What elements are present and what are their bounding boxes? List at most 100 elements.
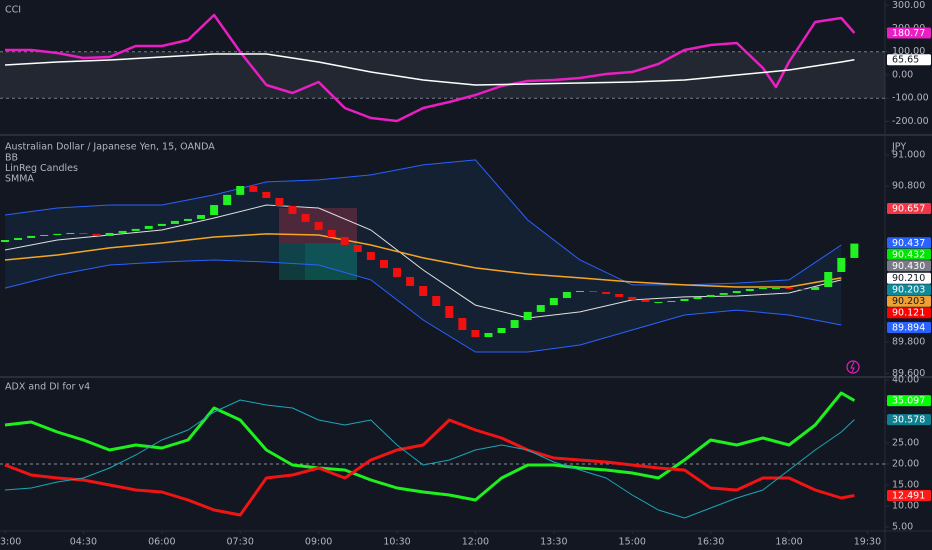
price-tag-label: 89.894 (892, 323, 925, 334)
y-tick-label: -100.00 (892, 93, 929, 104)
price-tag-label: 90.203 (892, 296, 925, 307)
alert-icon[interactable] (846, 360, 860, 374)
candle-body (824, 271, 833, 287)
candle-body (523, 311, 532, 321)
candle-body (301, 213, 310, 222)
indicator-line (4, 399, 855, 519)
x-tick-label: 06:00 (148, 537, 175, 548)
candle-body (667, 301, 676, 303)
price-tag (887, 202, 931, 214)
price-tag-label: 30.578 (892, 415, 925, 426)
candle-body (602, 291, 611, 294)
candle-body (223, 194, 232, 206)
x-tick-label: 04:30 (70, 537, 97, 548)
price-tag (887, 27, 931, 39)
price-tag (887, 307, 931, 319)
candle-body (249, 185, 258, 192)
price-tag (887, 284, 931, 296)
x-tick-label: 15:00 (619, 537, 646, 548)
candle-body (785, 288, 794, 290)
candle-body (445, 305, 454, 319)
candle-body (314, 221, 323, 231)
y-tick-label: 20.00 (892, 459, 919, 470)
candle-body (262, 191, 271, 199)
candle-body (771, 288, 780, 290)
candle-body (353, 244, 362, 253)
candle-body (497, 328, 506, 333)
x-tick-label: 13:30 (540, 537, 567, 548)
candle-body (432, 296, 441, 306)
candle-body (641, 299, 650, 302)
price-tag (887, 490, 931, 502)
indicator-line (5, 13, 856, 123)
x-tick-label: 07:30 (227, 537, 254, 548)
candle-body (615, 293, 624, 297)
price-tag-label: 90.430 (892, 261, 925, 272)
candle-body (719, 293, 728, 295)
y-tick-label: 5.00 (892, 522, 913, 533)
candle-body (589, 291, 598, 293)
pane: 91.000 90.800 89.800 89.600 Australian Dolla… (1, 142, 931, 379)
legend-entry: BB (5, 153, 18, 164)
candle-body (14, 237, 23, 240)
candle-body (92, 233, 101, 236)
candle-body (837, 257, 846, 272)
candle-body (406, 276, 415, 287)
bb-lower (4, 259, 842, 353)
candle-body (210, 205, 219, 216)
bb-upper (4, 159, 842, 286)
candle-body (118, 230, 127, 233)
candle-body (393, 267, 402, 277)
legend-entry: SMMA (5, 174, 34, 185)
candle-body (275, 198, 284, 206)
indicator-line (4, 53, 855, 86)
price-tag-label: 65.65 (892, 55, 919, 66)
candle-body (798, 288, 807, 290)
candle-body (366, 252, 375, 260)
candle-body (628, 296, 637, 300)
candle-body (484, 332, 493, 338)
x-tick-label: 09:00 (305, 537, 332, 548)
price-tag (887, 260, 931, 272)
pane-title: ADX and DI for v4 (5, 382, 90, 393)
price-tag-label: 90.203 (892, 285, 925, 296)
pane-title: Australian Dollar / Japanese Yen, 15, OA… (5, 142, 215, 153)
price-tag-label: 35.097 (892, 396, 925, 407)
candle-body (197, 215, 206, 219)
price-tag (887, 322, 931, 334)
price-tag-label: 90.210 (892, 273, 925, 284)
candle-body (327, 230, 336, 238)
candle-body (236, 185, 245, 195)
price-tag-label: 90.432 (892, 249, 925, 260)
x-tick-label: 19:30 (854, 537, 881, 548)
candle-body (654, 301, 663, 303)
candle-body (105, 232, 114, 236)
candle-body (27, 235, 36, 238)
price-tag (887, 395, 931, 407)
pane: 300.00200.00100.000.00-100.00-200.00CCI1… (0, 0, 931, 127)
alert-bolt (850, 361, 855, 373)
indicator-line (4, 391, 856, 502)
y-tick-label: 40.00 (892, 374, 919, 385)
candle-body (379, 259, 388, 268)
candle-body (811, 286, 820, 290)
x-tick-label: 12:00 (462, 537, 489, 548)
price-tag-label: 12.491 (892, 491, 925, 502)
candle-body (288, 205, 297, 214)
pane-title: CCI (5, 5, 21, 16)
y-tick-label: 89.600 (892, 368, 925, 379)
candle-body (510, 320, 519, 329)
candle-body (536, 305, 545, 312)
y-tick-label: 0.00 (892, 69, 913, 80)
candle-body (53, 233, 62, 235)
candle-body (732, 291, 741, 294)
candle-body (693, 296, 702, 299)
bb-basis (4, 204, 842, 319)
price-tag (887, 237, 931, 249)
candle-body (170, 220, 179, 224)
y-tick-label: 90.800 (892, 181, 925, 192)
y-tick-label: -200.00 (892, 116, 929, 127)
candle-body (758, 288, 767, 290)
